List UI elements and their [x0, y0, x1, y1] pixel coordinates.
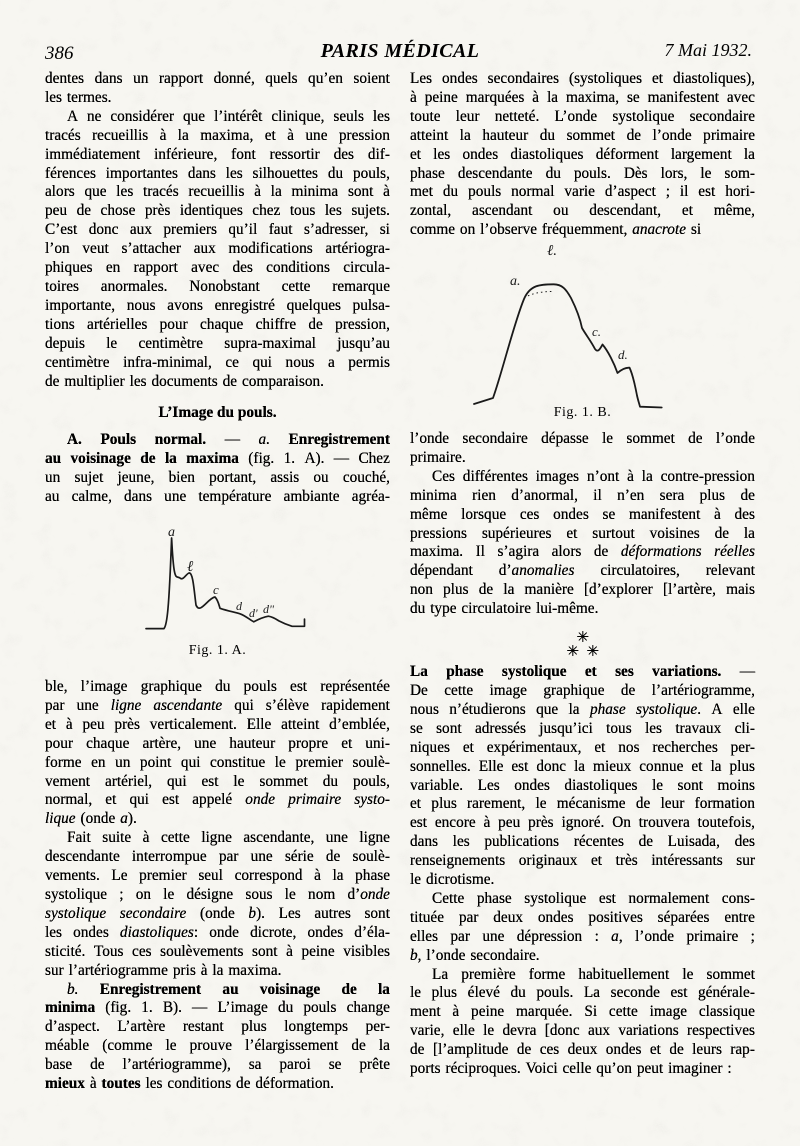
svg-text:d": d" — [263, 602, 275, 616]
svg-text:ℓ.: ℓ. — [547, 243, 557, 259]
svg-text:d.: d. — [618, 347, 628, 362]
svg-text:a: a — [168, 525, 175, 540]
svg-text:a.: a. — [510, 274, 521, 289]
svg-text:ℓ: ℓ — [187, 559, 193, 575]
svg-text:d': d' — [249, 606, 258, 620]
svg-text:c: c — [213, 582, 219, 597]
svg-text:d: d — [236, 599, 243, 613]
svg-text:c.: c. — [592, 324, 601, 339]
